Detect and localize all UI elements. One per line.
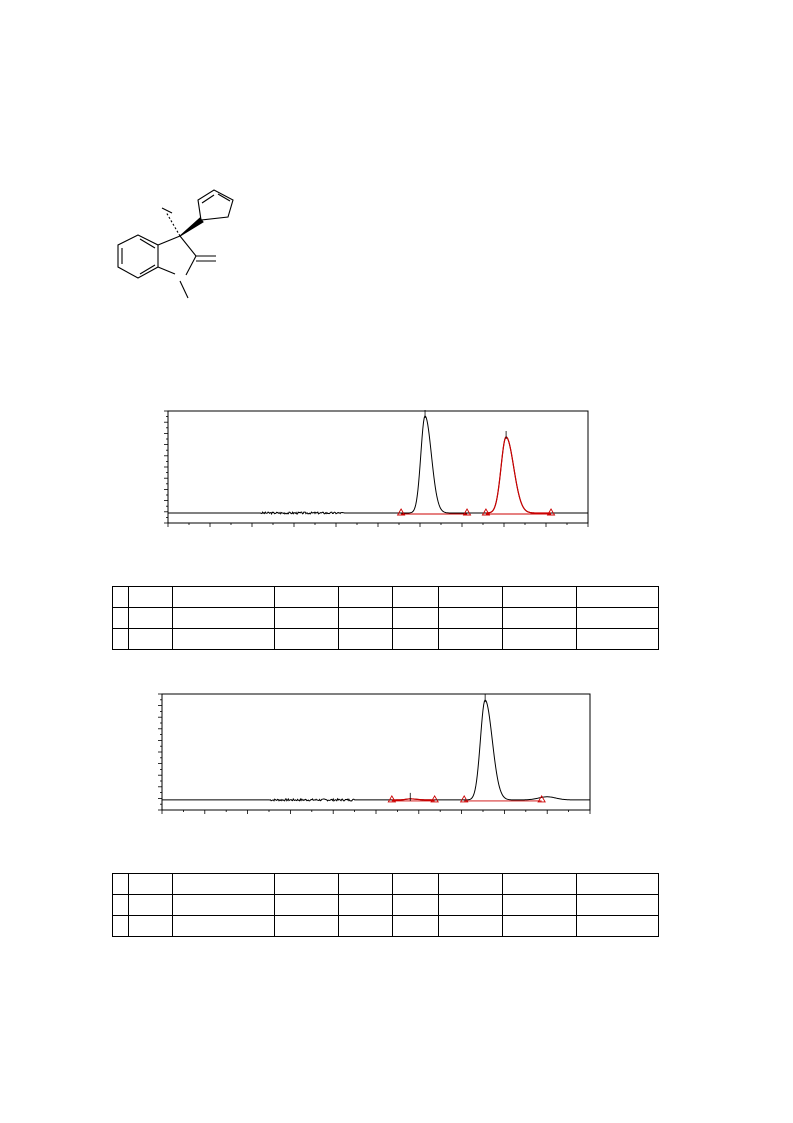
table-cell (338, 873, 393, 895)
table-cell (274, 607, 339, 629)
benzene-double-bond (139, 264, 156, 275)
n-methyl-bond (179, 280, 189, 299)
table-cell (438, 873, 503, 895)
table-cell (172, 873, 275, 895)
table-cell (274, 586, 339, 608)
integration-marker (481, 508, 491, 516)
table-header-row (112, 586, 659, 608)
methyl-hash-bond (165, 211, 181, 237)
chromatogram-1 (160, 405, 595, 540)
table-cell (576, 873, 659, 895)
peak-table-1 (112, 586, 659, 650)
table-cell (112, 607, 129, 629)
integration-marker (462, 508, 472, 516)
table-cell (172, 607, 275, 629)
chromatogram-1-svg (164, 410, 589, 527)
table-cell (502, 873, 577, 895)
table-cell (274, 873, 339, 895)
table-cell (172, 628, 275, 650)
plot-frame (167, 410, 589, 524)
table-cell (112, 628, 129, 650)
molecule-svg (117, 189, 234, 299)
table-cell (112, 586, 129, 608)
table-cell (172, 894, 275, 916)
table-cell (338, 894, 393, 916)
thiophene-ring (197, 189, 234, 221)
benzene-double-bond (139, 238, 156, 249)
table-cell (172, 586, 275, 608)
benzene-ring (117, 234, 159, 279)
table-cell (438, 894, 503, 916)
plot-frame (161, 693, 591, 811)
ring-bond (185, 255, 197, 276)
table-cell (128, 894, 173, 916)
table-cell (274, 894, 339, 916)
chromatogram-2-svg (158, 693, 591, 814)
wedge-bond (179, 217, 204, 237)
ring-bond (179, 235, 197, 257)
trace-line (162, 699, 590, 802)
table-cell (392, 915, 439, 937)
integration-marker (430, 795, 439, 803)
table-cell (128, 607, 173, 629)
table-cell (128, 915, 173, 937)
ring-bond (157, 235, 181, 246)
table-cell (274, 915, 339, 937)
table-cell (274, 628, 339, 650)
table-cell (392, 607, 439, 629)
table-cell (392, 586, 439, 608)
integration-marker (396, 508, 406, 516)
table-row (112, 607, 659, 629)
table-cell (576, 586, 659, 608)
peak-table-2-grid (112, 873, 659, 937)
table-header-row (112, 873, 659, 895)
table-cell (576, 607, 659, 629)
peak-table-2 (112, 873, 659, 937)
table-cell (172, 915, 275, 937)
integration-marker (537, 795, 546, 803)
table-cell (392, 628, 439, 650)
chromatogram-2 (155, 690, 595, 825)
highlighted-peak-1 (485, 436, 552, 514)
table-cell (112, 894, 129, 916)
highlighted-peak-1 (391, 798, 435, 801)
integration-marker (387, 795, 397, 803)
table-cell (338, 915, 393, 937)
table-cell (576, 894, 659, 916)
table-row (112, 915, 659, 937)
table-cell (502, 586, 577, 608)
table-cell (502, 607, 577, 629)
table-cell (112, 873, 129, 895)
integration-marker (546, 508, 556, 516)
table-row (112, 894, 659, 916)
table-cell (438, 628, 503, 650)
table-cell (338, 628, 393, 650)
table-cell (392, 894, 439, 916)
table-cell (438, 607, 503, 629)
molecule-structure (100, 170, 260, 310)
table-cell (128, 873, 173, 895)
thiophene-double-bond (201, 194, 215, 204)
table-cell (128, 628, 173, 650)
integration-marker (459, 795, 469, 803)
table-cell (502, 915, 577, 937)
table-cell (502, 894, 577, 916)
table-cell (128, 586, 173, 608)
table-cell (502, 628, 577, 650)
table-cell (112, 915, 129, 937)
thiophene-double-bond (217, 193, 231, 202)
table-cell (576, 915, 659, 937)
table-cell (438, 586, 503, 608)
trace-line (168, 415, 588, 516)
methyl-bond (161, 207, 173, 214)
table-row (112, 628, 659, 650)
peak-table-1-grid (112, 586, 659, 650)
ring-bond (157, 266, 176, 275)
table-cell (438, 915, 503, 937)
table-cell (338, 586, 393, 608)
table-cell (392, 873, 439, 895)
table-cell (576, 628, 659, 650)
table-cell (338, 607, 393, 629)
